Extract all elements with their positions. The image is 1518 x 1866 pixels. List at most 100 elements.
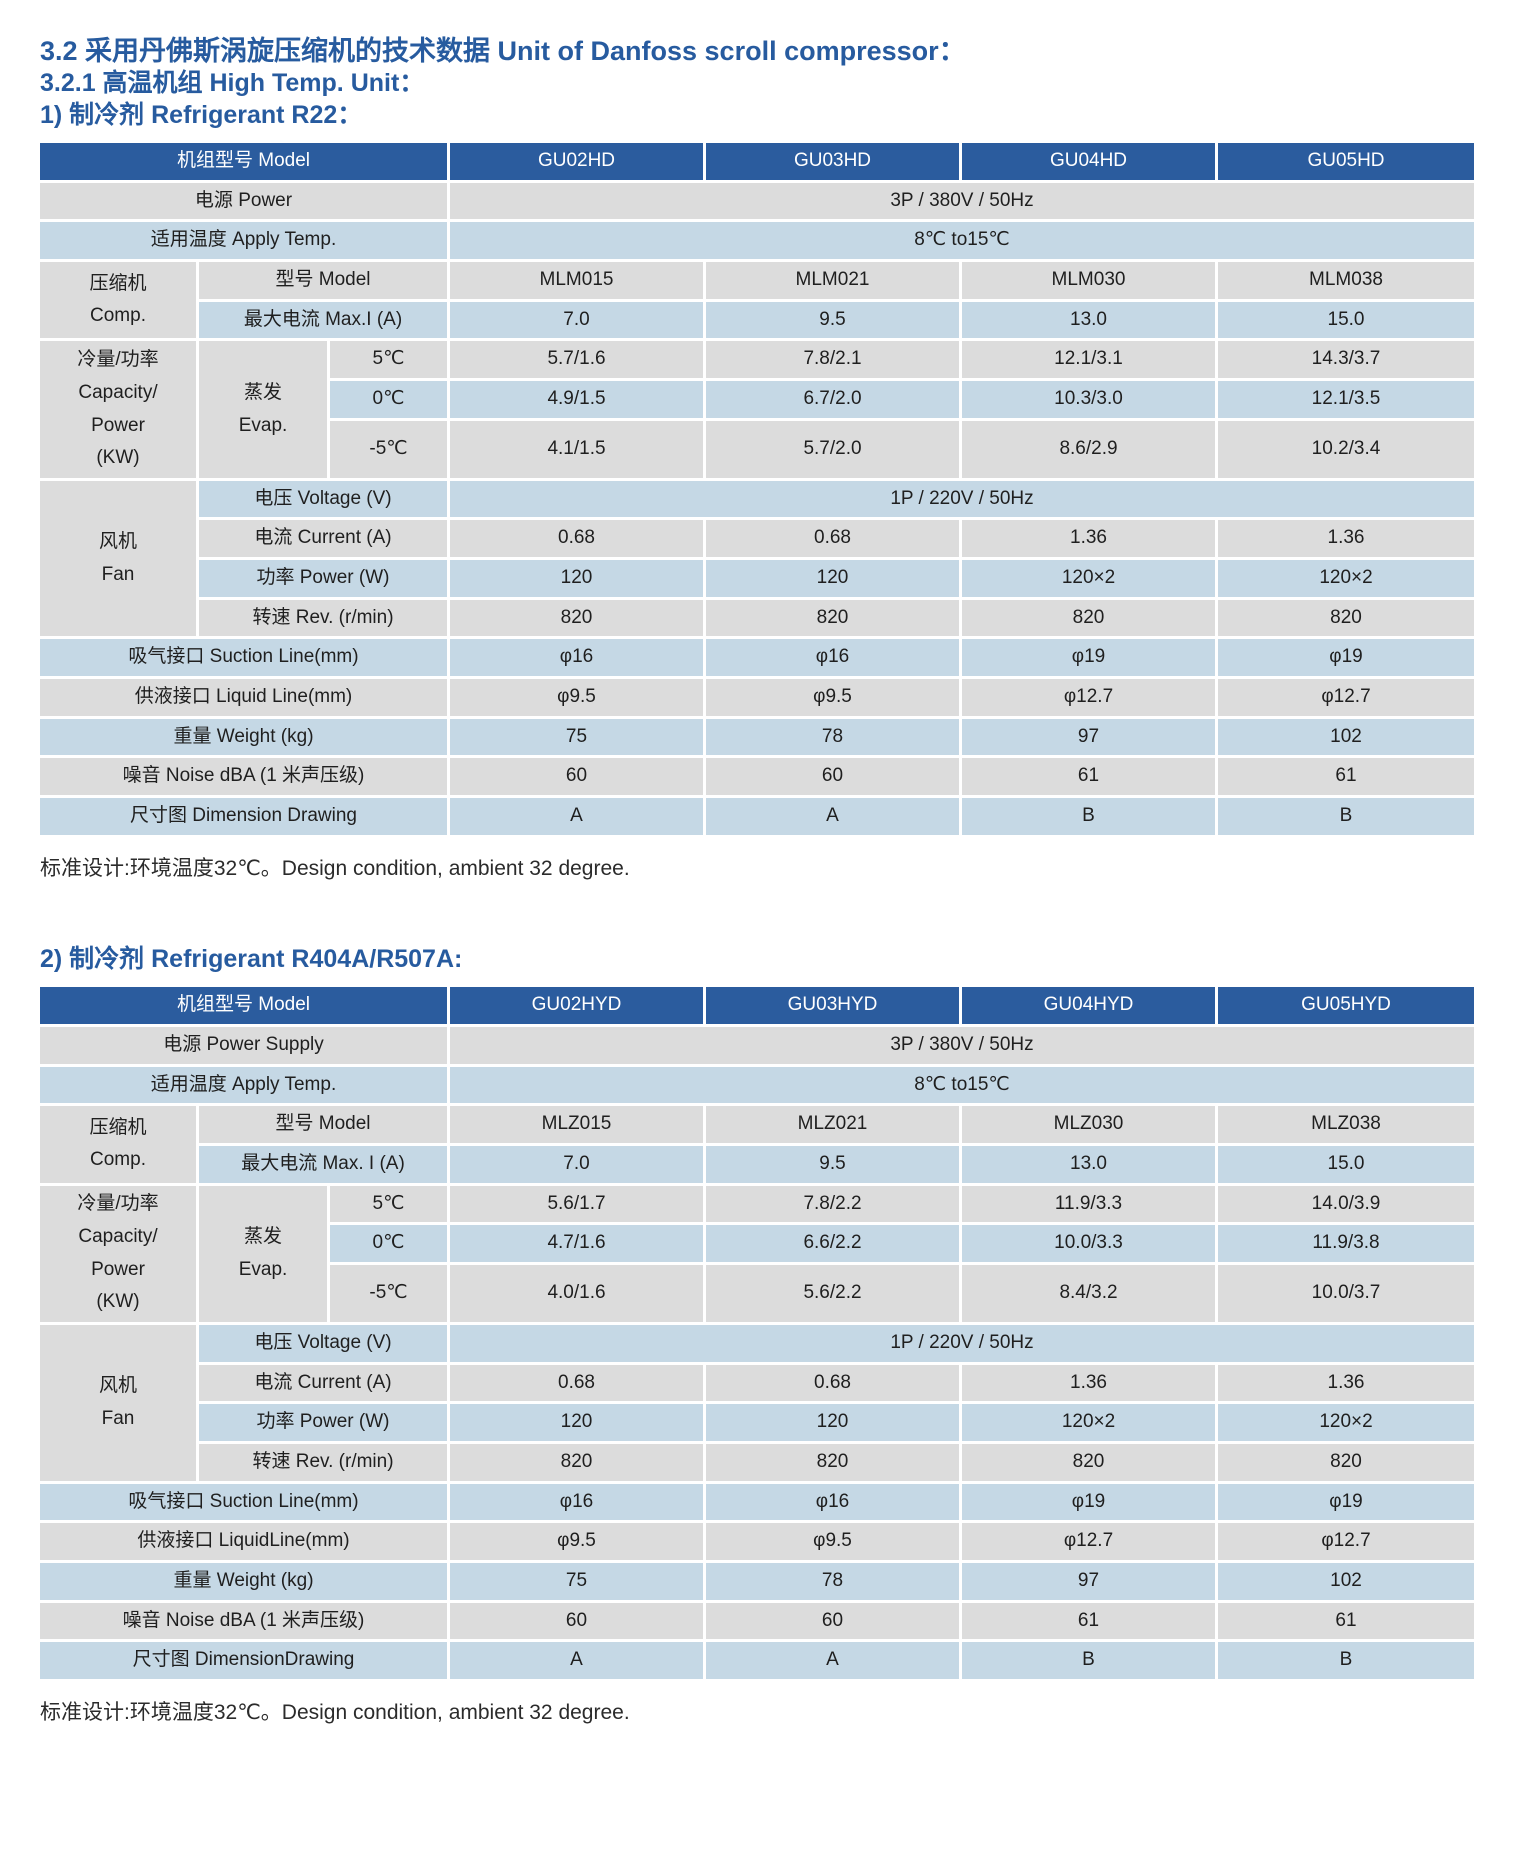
table-cell: 120×2 bbox=[962, 560, 1218, 600]
table-cell: 820 bbox=[962, 599, 1218, 640]
table-cell: 820 bbox=[450, 599, 706, 640]
table-cell: φ12.7 bbox=[1218, 679, 1474, 719]
table-row: 噪音 Noise dBA (1 米声压级) 60 60 61 61 bbox=[40, 1602, 1474, 1643]
table-cell: B bbox=[1218, 798, 1474, 838]
table-cell: 8℃ to15℃ bbox=[450, 1066, 1474, 1107]
table-cell: 转速 Rev. (r/min) bbox=[199, 1443, 450, 1484]
column-header-cell: GU03HD bbox=[706, 143, 962, 183]
table-cell: MLZ015 bbox=[450, 1106, 706, 1146]
table-cell: φ19 bbox=[962, 639, 1218, 680]
table-cell: 60 bbox=[706, 758, 962, 799]
capacity-group-label: 冷量/功率 Capacity/Power (KW) bbox=[40, 341, 199, 481]
table-cell: 11.9/3.3 bbox=[962, 1185, 1218, 1226]
fan-group-label: 风机 Fan bbox=[40, 480, 199, 640]
table-cell: -5℃ bbox=[330, 1264, 450, 1325]
refrigerant-r22-heading: 1) 制冷剂 Refrigerant R22： bbox=[40, 100, 363, 129]
table-cell: φ12.7 bbox=[962, 679, 1218, 719]
table-cell: 15.0 bbox=[1218, 301, 1474, 342]
table-row: 电源 Power 3P / 380V / 50Hz bbox=[40, 182, 1474, 223]
table-cell: φ9.5 bbox=[450, 1523, 706, 1563]
table-cell: 820 bbox=[1218, 599, 1474, 640]
table-cell: 820 bbox=[706, 599, 962, 640]
table-row: 转速 Rev. (r/min) 820 820 820 820 bbox=[40, 599, 1474, 640]
table-row: 风机 Fan 电压 Voltage (V) 1P / 220V / 50Hz bbox=[40, 480, 1474, 640]
spec-table-r22: 机组型号 Model GU02HD GU03HD GU04HD GU05HD 电源 Pow… bbox=[40, 143, 1474, 838]
table-cell: 6.6/2.2 bbox=[706, 1225, 962, 1265]
table-row: 最大电流 Max.I (A) 7.0 9.5 13.0 15.0 bbox=[40, 301, 1474, 342]
compressor-group-label: 压缩机 Comp. bbox=[40, 1106, 199, 1186]
table-row: 噪音 Noise dBA (1 米声压级) 60 60 61 61 bbox=[40, 758, 1474, 799]
table-cell: B bbox=[962, 1642, 1218, 1683]
table-cell: 820 bbox=[450, 1443, 706, 1484]
table-cell: φ16 bbox=[450, 1483, 706, 1524]
table-cell: φ12.7 bbox=[1218, 1523, 1474, 1563]
table-cell: 4.7/1.6 bbox=[450, 1225, 706, 1265]
model-header-cell: 机组型号 Model bbox=[40, 143, 450, 183]
table-cell: φ16 bbox=[706, 639, 962, 680]
table-cell: MLM030 bbox=[962, 262, 1218, 302]
table-cell: 78 bbox=[706, 718, 962, 759]
weight-label: 重量 Weight (kg) bbox=[40, 718, 450, 759]
table-cell: 10.0/3.3 bbox=[962, 1225, 1218, 1265]
document-page: 3.2 采用丹佛斯涡旋压缩机的技术数据 Unit of Danfoss scro… bbox=[40, 36, 1474, 1724]
table-cell: 0.68 bbox=[450, 1364, 706, 1405]
evap-group-label: 蒸发 Evap. bbox=[199, 1185, 330, 1325]
table-cell: 120×2 bbox=[1218, 1404, 1474, 1444]
table-row: 电流 Current (A) 0.68 0.68 1.36 1.36 bbox=[40, 1364, 1474, 1405]
liquid-line-label: 供液接口 Liquid Line(mm) bbox=[40, 679, 450, 719]
liquid-line-label: 供液接口 LiquidLine(mm) bbox=[40, 1523, 450, 1563]
table-cell: φ19 bbox=[1218, 639, 1474, 680]
table-cell: A bbox=[450, 1642, 706, 1683]
table-row: 吸气接口 Suction Line(mm) φ16 φ16 φ19 φ19 bbox=[40, 639, 1474, 680]
table-cell: 75 bbox=[450, 718, 706, 759]
table-cell: 8℃ to15℃ bbox=[450, 222, 1474, 263]
table-cell: 1.36 bbox=[1218, 1364, 1474, 1405]
table-cell: A bbox=[706, 1642, 962, 1683]
table-row: 风机 Fan 电压 Voltage (V) 1P / 220V / 50Hz bbox=[40, 1324, 1474, 1484]
table-cell: 3P / 380V / 50Hz bbox=[450, 182, 1474, 223]
table-cell: φ16 bbox=[706, 1483, 962, 1524]
evap-group-label: 蒸发 Evap. bbox=[199, 341, 330, 481]
table-cell: 8.6/2.9 bbox=[962, 420, 1218, 481]
table-row: -5℃ 4.1/1.5 5.7/2.0 8.6/2.9 10.2/3.4 bbox=[40, 420, 1474, 481]
table-cell: 820 bbox=[1218, 1443, 1474, 1484]
table-cell: 型号 Model bbox=[199, 1106, 450, 1146]
table-cell: A bbox=[450, 798, 706, 838]
column-header-cell: GU05HD bbox=[1218, 143, 1474, 183]
table-cell: 最大电流 Max. I (A) bbox=[199, 1145, 450, 1186]
table-cell: 60 bbox=[706, 1602, 962, 1643]
table-cell: 型号 Model bbox=[199, 262, 450, 302]
table-cell: 820 bbox=[706, 1443, 962, 1484]
table-cell: 120×2 bbox=[1218, 560, 1474, 600]
table-cell: 7.8/2.1 bbox=[706, 341, 962, 382]
table-cell: 11.9/3.8 bbox=[1218, 1225, 1474, 1265]
power-label: 电源 Power Supply bbox=[40, 1026, 450, 1067]
table-cell: φ19 bbox=[962, 1483, 1218, 1524]
table-cell: 7.8/2.2 bbox=[706, 1185, 962, 1226]
table-cell: 61 bbox=[1218, 758, 1474, 799]
table-cell: 5.7/2.0 bbox=[706, 420, 962, 481]
table-header-row: 机组型号 Model GU02HD GU03HD GU04HD GU05HD bbox=[40, 143, 1474, 183]
table-cell: 0.68 bbox=[706, 520, 962, 561]
table-row: 功率 Power (W) 120 120 120×2 120×2 bbox=[40, 560, 1474, 600]
column-header-cell: GU02HYD bbox=[450, 987, 706, 1027]
table-cell: 1P / 220V / 50Hz bbox=[450, 1324, 1474, 1365]
table-row: 吸气接口 Suction Line(mm) φ16 φ16 φ19 φ19 bbox=[40, 1483, 1474, 1524]
table-cell: 6.7/2.0 bbox=[706, 381, 962, 421]
table-row: 供液接口 LiquidLine(mm) φ9.5 φ9.5 φ12.7 φ12.7 bbox=[40, 1523, 1474, 1563]
table-cell: 5℃ bbox=[330, 341, 450, 382]
table-cell: 120 bbox=[706, 560, 962, 600]
section-heading-3-2: 3.2 采用丹佛斯涡旋压缩机的技术数据 Unit of Danfoss scro… bbox=[40, 36, 966, 66]
table-cell: 102 bbox=[1218, 718, 1474, 759]
table-row: 重量 Weight (kg) 75 78 97 102 bbox=[40, 1563, 1474, 1603]
apply-temp-label: 适用温度 Apply Temp. bbox=[40, 1066, 450, 1107]
table-cell: A bbox=[706, 798, 962, 838]
table-row: 0℃ 4.7/1.6 6.6/2.2 10.0/3.3 11.9/3.8 bbox=[40, 1225, 1474, 1265]
table-cell: 61 bbox=[1218, 1602, 1474, 1643]
model-header-cell: 机组型号 Model bbox=[40, 987, 450, 1027]
table-cell: MLM038 bbox=[1218, 262, 1474, 302]
table-row: 0℃ 4.9/1.5 6.7/2.0 10.3/3.0 12.1/3.5 bbox=[40, 381, 1474, 421]
table-cell: MLZ038 bbox=[1218, 1106, 1474, 1146]
table-row: 重量 Weight (kg) 75 78 97 102 bbox=[40, 718, 1474, 759]
table-cell: 820 bbox=[962, 1443, 1218, 1484]
